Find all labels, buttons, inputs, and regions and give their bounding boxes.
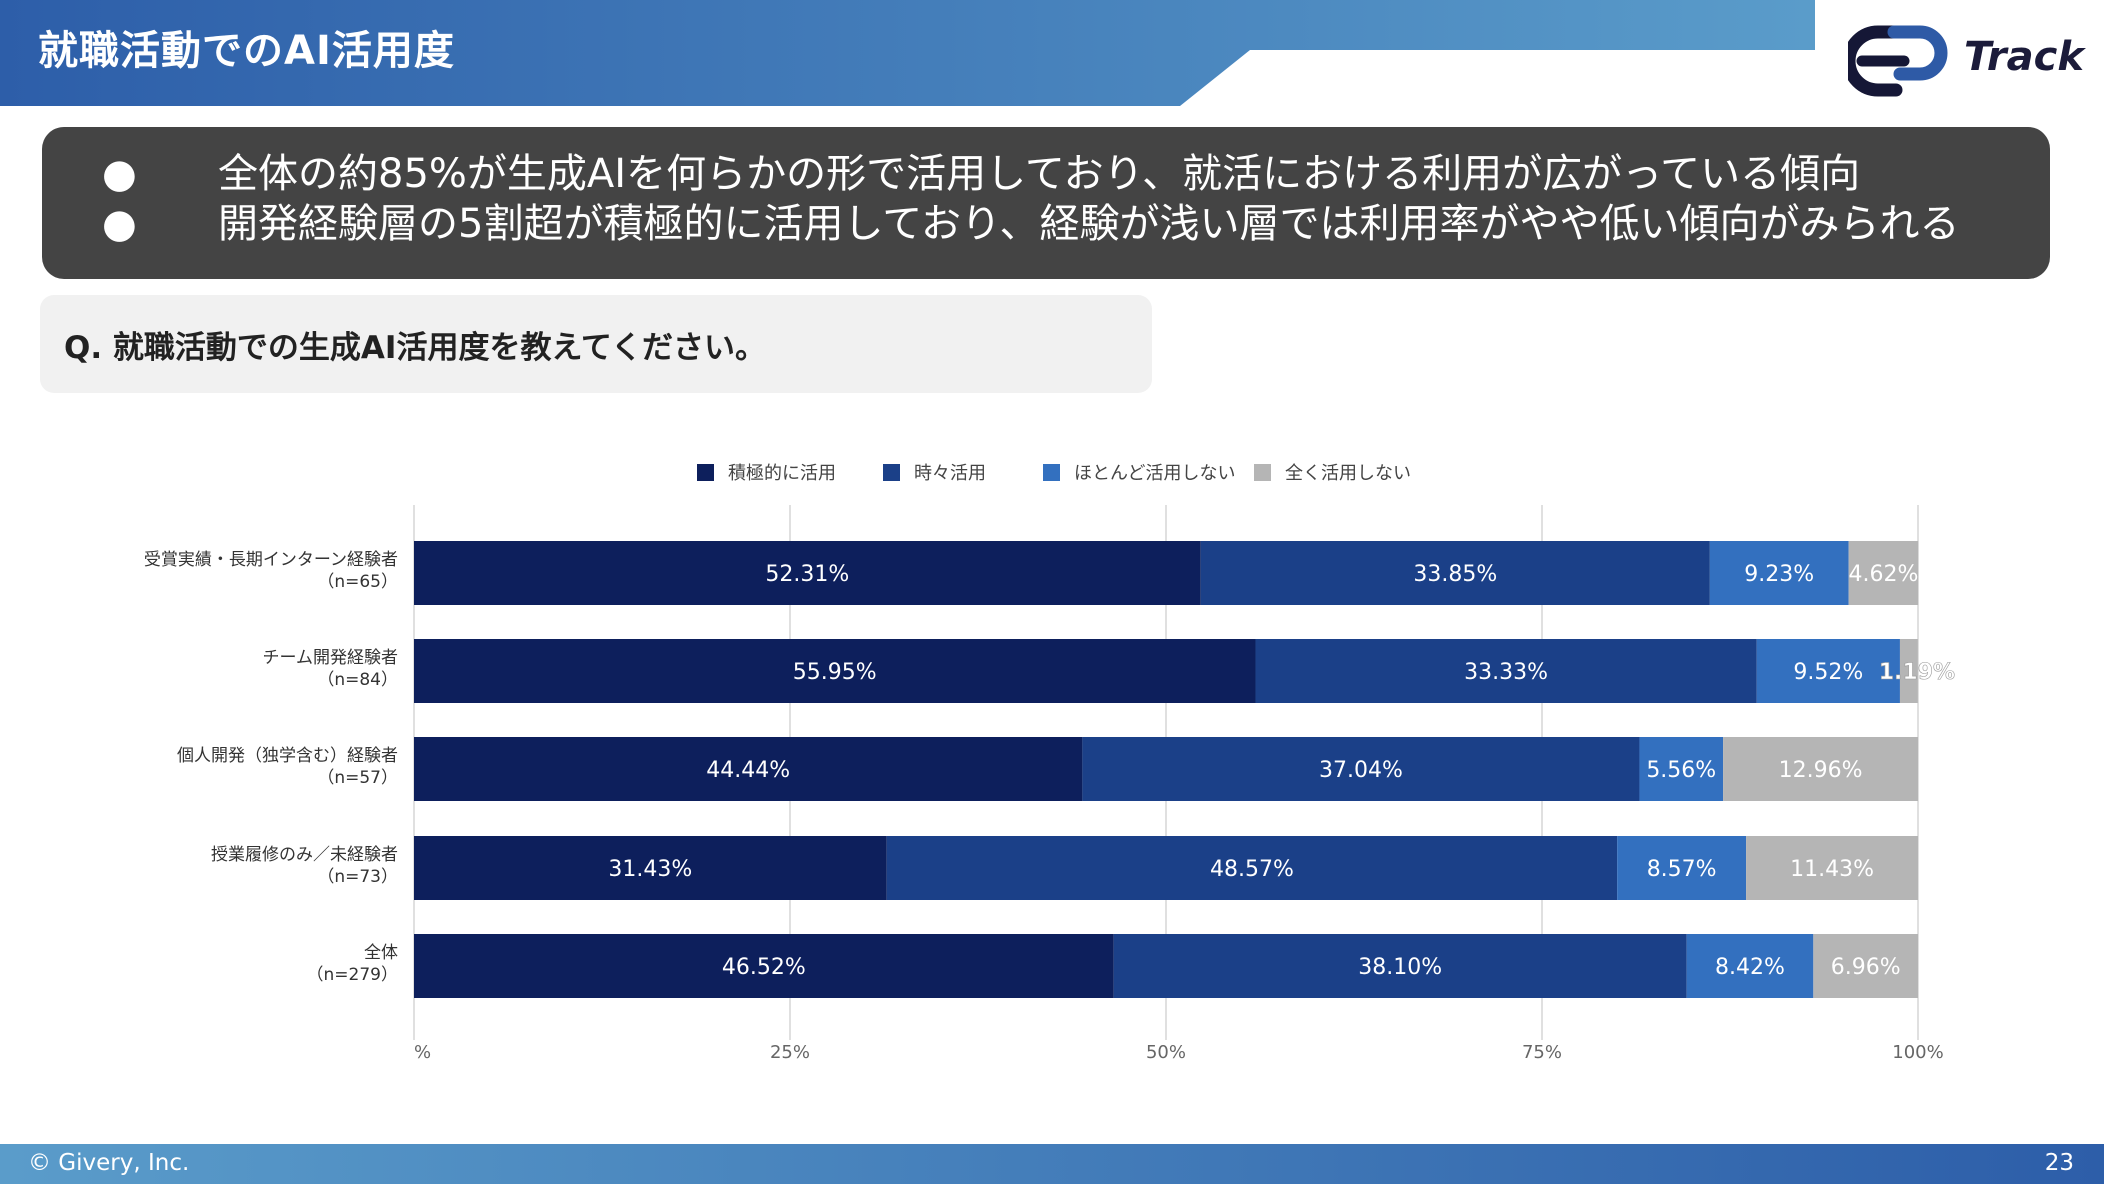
x-tick-label: % (414, 1042, 431, 1063)
page-number: 23 (2044, 1150, 2074, 1176)
category-n-label: （n=65） (317, 572, 398, 592)
bar-segment (1899, 639, 1918, 703)
legend-label: ほとんど活用しない (1074, 463, 1235, 484)
bar-segment (1813, 934, 1918, 998)
bar-segment (414, 934, 1114, 998)
data-label: 11.43% (1790, 857, 1874, 882)
data-label: 33.85% (1413, 562, 1497, 587)
category-n-label: （n=73） (317, 867, 398, 887)
x-tick-label: 75% (1522, 1042, 1562, 1063)
data-label: 44.44% (706, 758, 790, 783)
data-label: 9.52% (1793, 660, 1863, 685)
data-label: 8.57% (1647, 857, 1717, 882)
legend-swatch (1043, 464, 1060, 481)
data-label: 12.96% (1779, 758, 1863, 783)
logo-text: Track (1964, 34, 2084, 80)
header-band-lower (0, 0, 1815, 106)
legend-label: 全く活用しない (1285, 463, 1411, 484)
category-n-label: （n=84） (317, 670, 398, 690)
x-tick-label: 100% (1892, 1042, 1943, 1063)
category-label: 個人開発（独学含む）経験者 (177, 746, 398, 766)
logo-mark-icon (1848, 25, 1948, 97)
bar-segment (414, 639, 1256, 703)
page-title: 就職活動でのAI活用度 (38, 28, 455, 74)
data-label: 1.19% (1879, 660, 1955, 685)
category-n-label: （n=279） (307, 965, 398, 985)
bar-segment (1723, 737, 1918, 801)
summary-line: ● 全体の約85%が生成AIを何らかの形で活用しており、就活における利用が広がっ… (102, 149, 1990, 199)
data-label: 4.62% (1848, 562, 1918, 587)
stacked-bar-chart: % 25% 50% 75% 100% 積極的に活用 時々活用 ほとんど活用しない 全く活用しない… (144, 463, 1956, 1063)
bullet-icon: ● (102, 151, 137, 197)
data-label: 33.33% (1464, 660, 1548, 685)
data-label: 9.23% (1744, 562, 1814, 587)
summary-box: ● 全体の約85%が生成AIを何らかの形で活用しており、就活における利用が広がっ… (42, 127, 2050, 279)
legend-swatch (1254, 464, 1271, 481)
legend-swatch (883, 464, 900, 481)
category-label: 授業履修のみ／未経験者 (211, 845, 398, 865)
bar-segment (1709, 541, 1849, 605)
bar-segment (1848, 541, 1919, 605)
bar-segment (414, 836, 887, 900)
legend-label: 時々活用 (914, 463, 986, 484)
data-label: 48.57% (1210, 857, 1294, 882)
legend-swatch (697, 464, 714, 481)
bar-segment (1200, 541, 1710, 605)
bar-segment (1756, 639, 1900, 703)
bar-segment (1113, 934, 1687, 998)
data-label: 46.52% (722, 955, 806, 980)
footer-band (0, 1144, 2104, 1184)
question-text: Q. 就職活動での生成AI活用度を教えてください。 (64, 330, 766, 366)
data-label: 31.43% (608, 857, 692, 882)
bar-segment (1082, 737, 1640, 801)
data-label: 52.31% (765, 562, 849, 587)
category-label: 受賞実績・長期インターン経験者 (144, 550, 398, 570)
bullet-icon: ● (102, 201, 137, 247)
question-box: Q. 就職活動での生成AI活用度を教えてください。 (40, 295, 1152, 393)
data-label: 5.56% (1646, 758, 1716, 783)
data-label: 55.95% (793, 660, 877, 685)
bar-segment (1255, 639, 1757, 703)
bar-segment (1746, 836, 1918, 900)
category-label: 全体 (364, 943, 398, 963)
track-logo: Track (1848, 24, 2084, 98)
bar-segment (1617, 836, 1747, 900)
summary-text: 全体の約85%が生成AIを何らかの形で活用しており、就活における利用が広がってい… (218, 151, 1861, 197)
summary-text: 開発経験層の5割超が積極的に活用しており、経験が浅い層では利用率がやや低い傾向が… (218, 201, 1960, 247)
bar-segment (886, 836, 1618, 900)
bar-segment (414, 737, 1083, 801)
header-band (0, 0, 1815, 106)
data-label: 6.96% (1831, 955, 1901, 980)
summary-line: ● 開発経験層の5割超が積極的に活用しており、経験が浅い層では利用率がやや低い傾… (102, 199, 1990, 249)
x-tick-label: 50% (1146, 1042, 1186, 1063)
bar-segment (1686, 934, 1814, 998)
data-label: 37.04% (1319, 758, 1403, 783)
x-tick-label: 25% (770, 1042, 810, 1063)
bar-segment (1639, 737, 1724, 801)
category-label: チーム開発経験者 (263, 648, 399, 668)
data-label: 8.42% (1715, 955, 1785, 980)
legend-label: 積極的に活用 (728, 463, 836, 484)
bar-segment (414, 541, 1201, 605)
category-n-label: （n=57） (317, 768, 398, 788)
data-label: 38.10% (1358, 955, 1442, 980)
footer-copyright: © Givery, Inc. (28, 1150, 190, 1176)
